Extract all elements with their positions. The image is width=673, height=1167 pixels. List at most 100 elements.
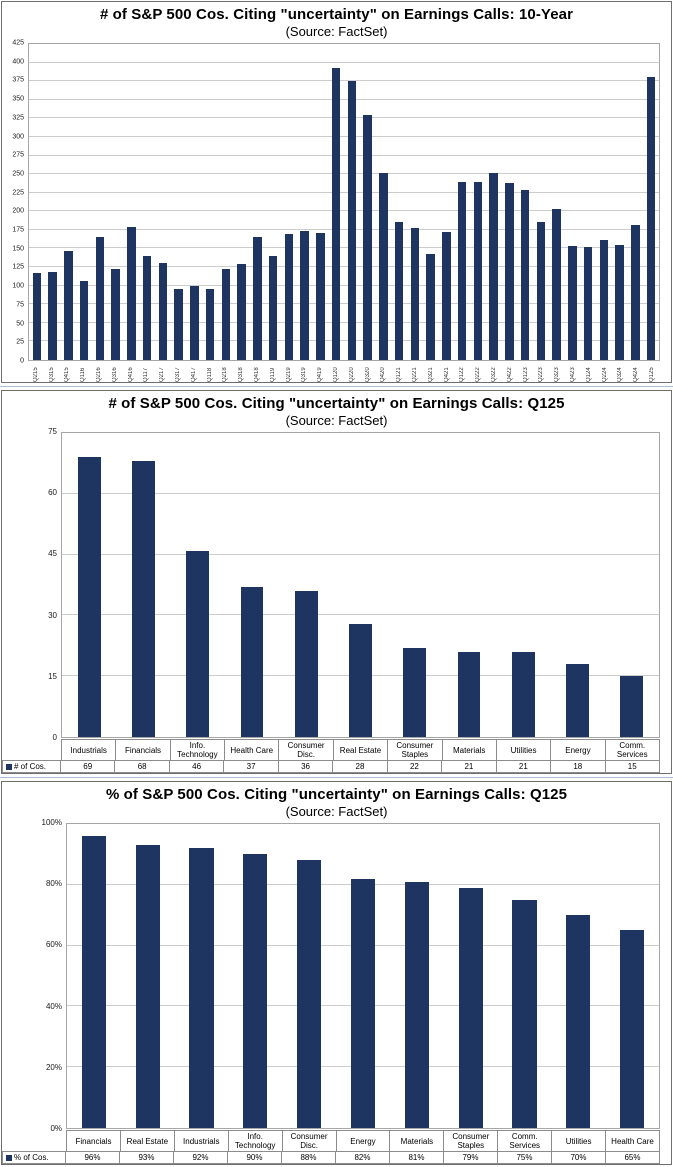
bar-slot (360, 44, 376, 360)
bar (615, 244, 624, 360)
value-cell: 22 (386, 760, 443, 773)
bar-slot (313, 44, 329, 360)
x-tick-label: Q125 (649, 367, 656, 382)
bar (599, 240, 609, 360)
bar-slot (391, 44, 407, 360)
category-cell: Utilities (495, 739, 552, 761)
bar (404, 881, 429, 1128)
y-tick-label: 0% (50, 1124, 62, 1133)
y-tick-label: 60 (48, 488, 57, 498)
value-cell: 90% (227, 1151, 282, 1164)
bar (189, 848, 214, 1128)
x-tick-label: Q321 (427, 367, 434, 382)
x-tick-label: Q422 (506, 367, 513, 382)
bar (566, 915, 591, 1128)
category-row: Industrials Financials Info. Technology Hea… (2, 739, 660, 761)
x-tick-label: Q217 (159, 367, 166, 382)
gridline (29, 191, 659, 193)
gridline (62, 492, 659, 494)
gridline (29, 117, 659, 119)
value-cell: 82% (335, 1151, 390, 1164)
value-cell: 15 (604, 760, 660, 773)
bar (568, 246, 577, 360)
figure-separator (0, 777, 673, 778)
y-tick-label: 75 (16, 301, 24, 309)
bar (536, 221, 546, 360)
bar (457, 181, 467, 360)
bar-slot (225, 433, 279, 737)
bar (48, 272, 57, 360)
bar (95, 237, 105, 360)
chart-10-year-figure: # of S&P 500 Cos. Citing "uncertainty" o… (1, 1, 672, 383)
y-axis-labels: 0 25 50 75 100 125 150 175 200 225 250 275 300 325 350… (2, 40, 28, 365)
category-cell: Real Estate (332, 739, 389, 761)
y-tick-label: 200 (12, 207, 24, 215)
bar (253, 236, 262, 360)
gridline (29, 61, 659, 63)
bar (284, 234, 294, 360)
category-cell: Consumer Staples (443, 1130, 499, 1152)
bar-slot (279, 433, 333, 737)
bar (489, 173, 498, 360)
y-tick-label: 0 (20, 357, 24, 365)
x-tick-label: Q318 (238, 367, 245, 382)
x-tick-label: Q124 (585, 367, 592, 382)
bar (142, 255, 152, 360)
plot-area (66, 823, 660, 1129)
bar-slot (605, 824, 659, 1128)
y-tick-label: 325 (12, 114, 24, 122)
bar (331, 67, 341, 360)
value-cell: 79% (443, 1151, 498, 1164)
bar (505, 183, 514, 360)
category-cell: Comm. Services (604, 739, 660, 761)
bar-slot (390, 824, 444, 1128)
x-tick-label: Q121 (396, 367, 403, 382)
legend-label: % of Cos. (14, 1153, 49, 1162)
bar-slot (175, 824, 229, 1128)
value-cell: 75% (497, 1151, 552, 1164)
bar-slot (202, 44, 218, 360)
bar-slot (121, 824, 175, 1128)
bar (349, 623, 372, 737)
bar (552, 209, 561, 360)
y-axis-labels: 0 15 30 45 60 75 (2, 428, 61, 742)
y-tick-label: 100% (41, 818, 62, 827)
chart-count-q125-figure: # of S&P 500 Cos. Citing "uncertainty" o… (1, 390, 672, 774)
x-tick-label: Q417 (190, 367, 197, 382)
x-tick-label: Q218 (222, 367, 229, 382)
bar (77, 457, 101, 737)
bar (520, 190, 530, 360)
y-tick-label: 20% (45, 1062, 62, 1072)
legend-marker-icon (6, 1154, 12, 1161)
x-tick-label: Q221 (412, 367, 419, 382)
category-cell: Consumer Disc. (278, 739, 334, 761)
gridline (62, 614, 659, 616)
category-cell: Materials (441, 739, 497, 761)
x-tick-label: Q316 (111, 367, 118, 382)
bar (243, 854, 268, 1128)
legend-marker-icon (6, 763, 12, 770)
bar-slot (328, 44, 344, 360)
bar (316, 232, 325, 360)
bar-slot (92, 44, 108, 360)
bar-slot (376, 44, 392, 360)
x-tick-label: Q216 (96, 367, 103, 382)
bar (511, 651, 535, 737)
bar-slot (265, 44, 281, 360)
bar-slot (61, 44, 77, 360)
x-tick-label: Q122 (459, 367, 466, 382)
x-tick-label: Q423 (570, 367, 577, 382)
y-tick-label: 175 (12, 226, 24, 234)
value-row: # of Cos. 69 68 46 37 36 28 22 21 21 18 15 (2, 760, 660, 773)
bar (111, 268, 120, 360)
bar (132, 461, 155, 737)
value-cell: 36 (277, 760, 334, 773)
bar-slot (580, 44, 596, 360)
value-row: % of Cos. 96% 93% 92% 90% 88% 82% 81% 79% 75% 70% 6… (2, 1151, 660, 1164)
bar-slot (124, 44, 140, 360)
category-cell: Energy (550, 739, 606, 761)
bar-slot (250, 44, 266, 360)
bar-slot (45, 44, 61, 360)
chart-subtitle: (Source: FactSet) (285, 804, 388, 819)
bar (32, 273, 42, 360)
